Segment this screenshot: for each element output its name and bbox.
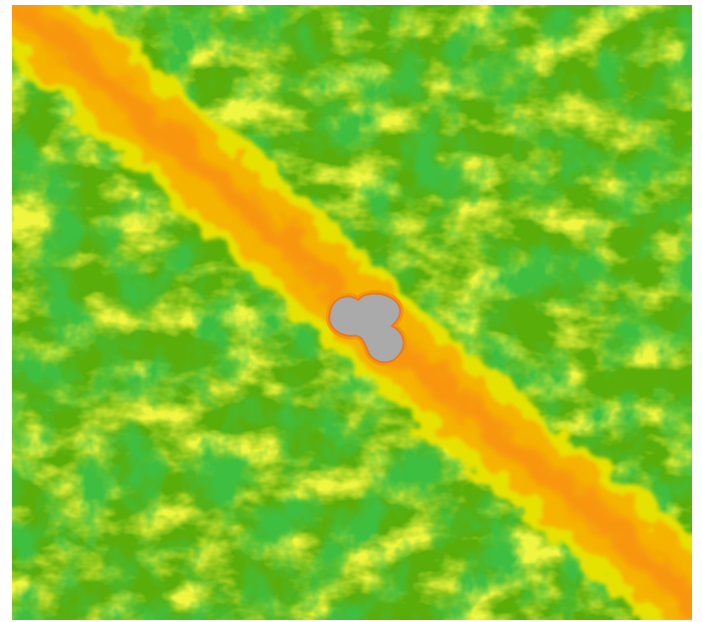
map-layer xyxy=(12,5,700,620)
raster-map xyxy=(0,0,702,622)
page xyxy=(0,0,702,622)
